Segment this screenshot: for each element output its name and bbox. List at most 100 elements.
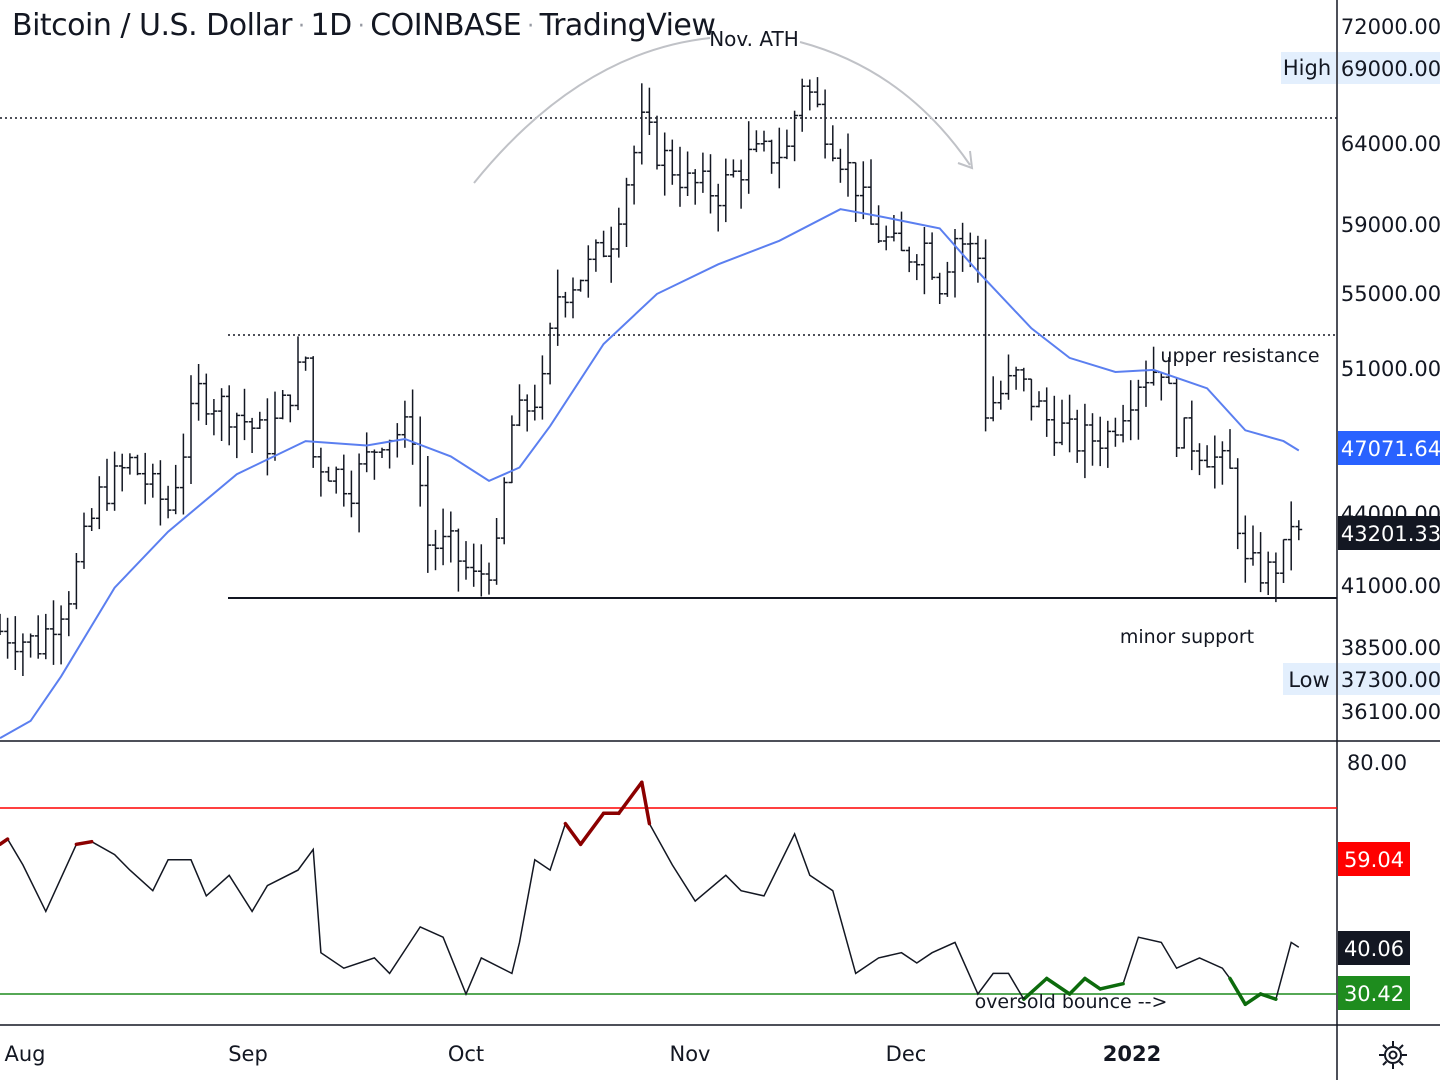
ma-value: 47071.64 (1341, 437, 1440, 461)
ohlc-bar (416, 416, 424, 507)
ohlc-bar (516, 384, 523, 427)
ohlc-bar (187, 375, 195, 484)
ohlc-bar (50, 600, 57, 665)
ohlc-bar (363, 432, 371, 473)
ohlc-bar (569, 277, 577, 319)
ohlc-bar (1234, 458, 1242, 550)
ohlc-bar (279, 390, 287, 420)
rsi-oversold-segment (1243, 992, 1263, 1007)
settings-gear-icon[interactable] (1379, 1041, 1407, 1069)
ohlc-bar (1119, 404, 1127, 443)
ohlc-bar (195, 364, 203, 421)
price-tick: 55000.00 (1341, 282, 1440, 306)
rsi-current-tag (1338, 931, 1410, 965)
chart-header: Bitcoin / U.S. Dollar · 1D · COINBASE · Tradin… (12, 8, 716, 43)
ohlc-bar (1028, 378, 1035, 421)
ohlc-bar (592, 239, 600, 272)
ohlc-bar (1142, 360, 1150, 407)
rsi-oversold-segment (1067, 976, 1087, 996)
ohlc-bar (561, 291, 569, 318)
price-tick: 59000.00 (1341, 213, 1440, 237)
ohlc-bar (1081, 403, 1089, 479)
ohlc-bar (623, 177, 630, 247)
ohlc-bar (126, 453, 134, 475)
low-value: 37300.00 (1341, 668, 1440, 692)
ohlc-bar (668, 139, 676, 185)
rsi-overbought-segment (74, 839, 94, 847)
oversold-bounce-annotation: oversold bounce --> (975, 991, 1168, 1013)
ohlc-bar (118, 453, 126, 492)
ohlc-bar (1257, 532, 1264, 593)
ohlc-bar (905, 246, 913, 273)
minor-support-annotation: minor support (1120, 626, 1254, 648)
ohlc-bar (783, 129, 791, 160)
rsi-oversold-segment (1083, 976, 1102, 991)
ohlc-bar (42, 613, 50, 660)
low-value-tag (1338, 663, 1440, 695)
rsi-oversold-segment (1228, 976, 1248, 1007)
ohlc-bar (317, 447, 325, 497)
ohlc-bar (455, 528, 462, 592)
interval[interactable]: 1D (310, 8, 353, 43)
moving-average-line (0, 208, 1300, 739)
high-value: 69000.00 (1341, 57, 1440, 81)
time-axis[interactable]: Aug Sep Oct Nov Dec 2022 (4, 1042, 1161, 1066)
ohlc-bar (1226, 429, 1234, 469)
ohlc-bar (157, 460, 164, 526)
ohlc-bar (1173, 377, 1180, 457)
ohlc-bar (1104, 420, 1112, 468)
ohlc-bar (1134, 379, 1142, 440)
ohlc-bar (256, 411, 264, 429)
ohlc-bar (432, 529, 439, 571)
high-label-tag (1281, 52, 1336, 84)
ohlc-bar (653, 115, 661, 170)
ohlc-bar (699, 152, 707, 193)
rsi-overbought-segments (0, 780, 652, 847)
ohlc-bar (1280, 538, 1287, 583)
ohlc-bar (600, 230, 607, 258)
ohlc-bar (814, 77, 821, 108)
ohlc-bar (1073, 409, 1081, 463)
ohlc-bar (531, 384, 539, 421)
ohlc-bar (775, 127, 783, 189)
symbol-name[interactable]: Bitcoin / U.S. Dollar (12, 8, 293, 43)
price-tick: 41000.00 (1341, 574, 1440, 598)
ohlc-bar (539, 355, 546, 420)
ohlc-bar (462, 541, 470, 580)
price-tick: 51000.00 (1341, 357, 1440, 381)
rsi-oversold-segment (1258, 992, 1278, 1001)
rsi-lower-value: 30.42 (1344, 982, 1404, 1006)
ohlc-bar (577, 279, 585, 292)
ohlc-bar (172, 464, 180, 515)
ohlc-bar (752, 130, 760, 153)
ohlc-bar (500, 477, 508, 545)
ohlc-bar (340, 454, 348, 507)
ohlc-bar (309, 356, 317, 468)
ohlc-bar (997, 380, 1005, 410)
price-axis[interactable]: 72000.00 64000.00 59000.00 55000.00 5100… (1341, 15, 1440, 724)
ohlc-bar (1157, 371, 1165, 401)
rsi-oversold-segment (1098, 981, 1125, 991)
ohlc-bar (1249, 525, 1257, 566)
ohlc-bar (447, 511, 455, 563)
ohlc-bar (1165, 357, 1173, 385)
ohlc-bar (646, 87, 653, 135)
ohlc-bar (325, 466, 332, 482)
ohlc-bar (882, 225, 890, 251)
ohlc-bar (294, 336, 302, 411)
separator-dot: · (298, 14, 305, 39)
ohlc-bar (768, 139, 776, 174)
ohlc-bar (730, 159, 737, 178)
last-price-tag (1338, 516, 1440, 550)
ohlc-bar (722, 158, 730, 223)
ohlc-bar (424, 456, 432, 573)
ohlc-bar (477, 544, 485, 597)
ohlc-bar (103, 458, 111, 511)
ohlc-bar (829, 125, 837, 162)
separator-dot: · (357, 14, 365, 39)
ohlc-bar (370, 449, 378, 480)
ohlc-bar (661, 132, 669, 196)
ohlc-bar (386, 439, 394, 469)
ath-annotation: Nov. ATH (709, 27, 799, 51)
